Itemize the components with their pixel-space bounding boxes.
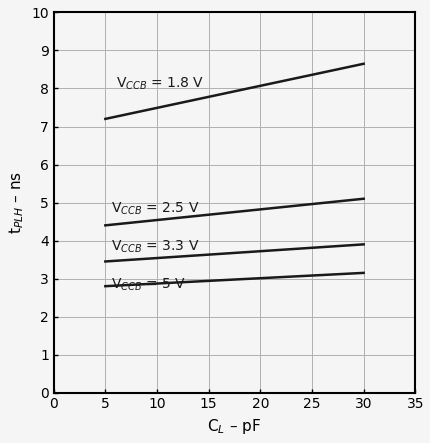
X-axis label: C$_L$ – pF: C$_L$ – pF <box>207 417 261 436</box>
Text: V$_{CCB}$ = 3.3 V: V$_{CCB}$ = 3.3 V <box>110 239 199 255</box>
Y-axis label: t$_{PLH}$ – ns: t$_{PLH}$ – ns <box>7 171 25 234</box>
Text: V$_{CCB}$ = 5 V: V$_{CCB}$ = 5 V <box>110 276 185 293</box>
Text: V$_{CCB}$ = 2.5 V: V$_{CCB}$ = 2.5 V <box>110 201 199 217</box>
Text: V$_{CCB}$ = 1.8 V: V$_{CCB}$ = 1.8 V <box>115 76 203 92</box>
